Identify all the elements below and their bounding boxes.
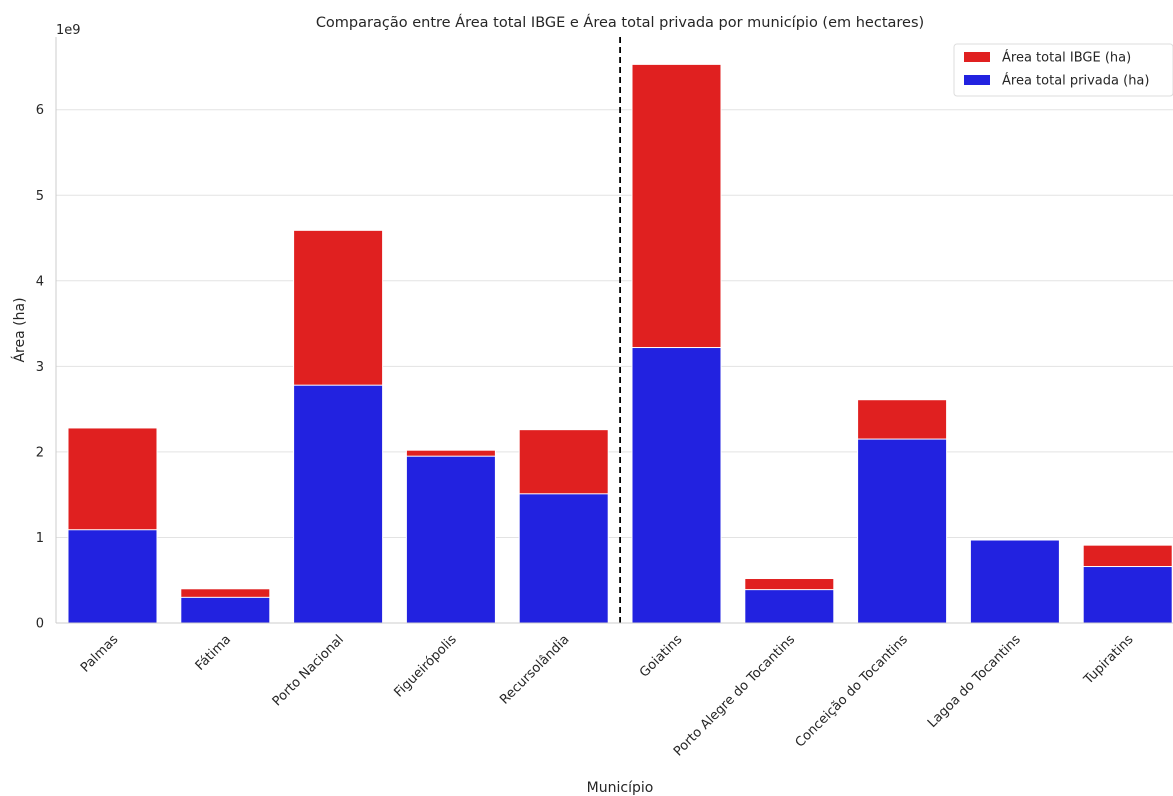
y-tick-label: 0	[36, 617, 44, 632]
x-tick-label: Recursolândia	[497, 632, 572, 707]
bar-privada	[405, 455, 496, 624]
x-tick-label: Goiatins	[637, 632, 685, 680]
bar-privada	[67, 529, 158, 624]
bar-privada	[631, 347, 722, 624]
bar-privada	[969, 539, 1060, 624]
legend: Área total IBGE (ha) Área total privada (…	[953, 43, 1173, 97]
legend-box	[953, 43, 1173, 97]
x-tick-label: Conceição do Tocantins	[793, 632, 911, 750]
bar-privada	[293, 384, 384, 624]
x-tick-label: Porto Alegre do Tocantins	[671, 632, 798, 759]
y-axis-label: Área (ha)	[11, 297, 28, 362]
bar-privada	[180, 596, 271, 624]
y-offset-label: 1e9	[56, 23, 81, 38]
gridlines	[56, 109, 1173, 624]
x-tick-label: Fátima	[193, 632, 234, 673]
legend-label: Área total IBGE (ha)	[1002, 50, 1131, 66]
chart-title: Comparação entre Área total IBGE e Área …	[316, 14, 924, 31]
legend-label: Área total privada (ha)	[1002, 73, 1149, 89]
bar-privada	[518, 493, 609, 624]
y-tick-label: 6	[36, 103, 44, 118]
bar-privada	[857, 438, 948, 624]
x-tick-label: Tupiratins	[1081, 632, 1137, 688]
x-tick-label: Figueirópolis	[392, 632, 460, 700]
bar-privada	[1082, 566, 1173, 624]
x-tick-label: Porto Nacional	[270, 632, 347, 709]
x-axis-ticks: Palmas Fátima Porto Nacional Figueirópolis R…	[78, 632, 1137, 759]
y-axis-ticks: 0 1 2 3 4 5 6	[36, 103, 44, 631]
bars	[67, 63, 1173, 624]
x-tick-label: Palmas	[78, 632, 121, 675]
y-tick-label: 2	[36, 445, 44, 460]
bar-privada	[744, 589, 835, 624]
legend-swatch	[964, 52, 990, 62]
y-tick-label: 4	[36, 274, 44, 289]
legend-swatch	[964, 75, 990, 85]
x-axis-label: Município	[587, 780, 654, 796]
y-tick-label: 5	[36, 189, 44, 204]
y-tick-label: 3	[36, 360, 44, 375]
x-tick-label: Lagoa do Tocantins	[925, 632, 1024, 731]
y-tick-label: 1	[36, 531, 44, 546]
